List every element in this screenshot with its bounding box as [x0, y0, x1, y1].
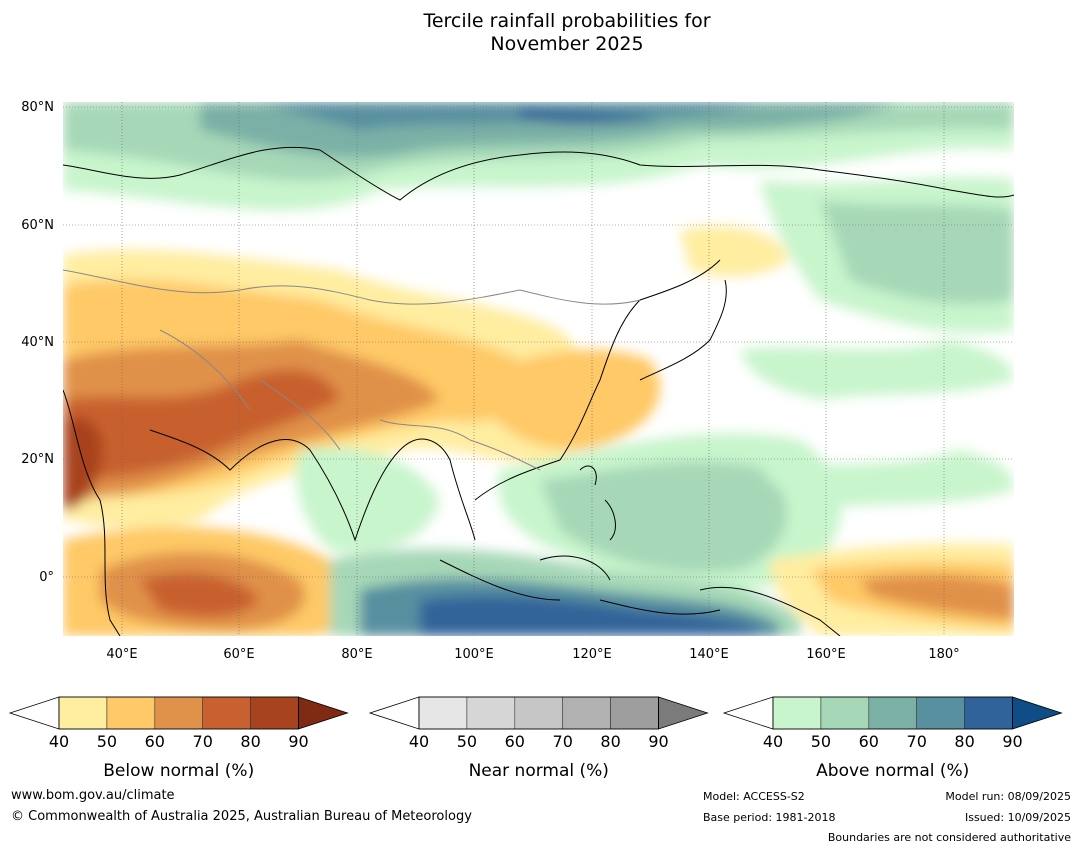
- colorbar-tick-label: 70: [907, 732, 927, 751]
- lon-label: 60°E: [223, 647, 254, 662]
- colorbar-tick-label: 70: [193, 732, 213, 751]
- colorbar-extend-low: [368, 696, 420, 730]
- colorbar-segment: [964, 696, 1013, 730]
- colorbar-segment: [418, 696, 468, 730]
- lon-label: 180°: [928, 647, 959, 662]
- lat-label: 0°: [39, 570, 54, 585]
- colorbar-segment: [562, 696, 611, 730]
- colorbar-segment: [106, 696, 156, 730]
- colorbar-extend-high: [298, 696, 349, 730]
- base-period-text: Base period: 1981-2018: [703, 811, 836, 824]
- lon-label: 80°E: [341, 647, 372, 662]
- colorbar-segment: [772, 696, 822, 730]
- colorbar-segment: [820, 696, 870, 730]
- country-boundaries: [63, 269, 641, 471]
- lon-label: 160°E: [806, 647, 846, 662]
- colorbar-segment: [154, 696, 204, 730]
- colorbar-tick-label: 50: [457, 732, 477, 751]
- colorbar-tick-label: 50: [811, 732, 831, 751]
- colorbar-tick-label: 80: [600, 732, 620, 751]
- model-text: Model: ACCESS-S2: [703, 790, 805, 803]
- colorbar-tick-label: 40: [763, 732, 783, 751]
- colorbar-segment: [514, 696, 563, 730]
- lat-label: 80°N: [21, 100, 54, 115]
- lat-label: 20°N: [21, 452, 54, 467]
- colorbar-segment: [916, 696, 965, 730]
- colorbar-extend-high: [658, 696, 709, 730]
- website-link[interactable]: www.bom.gov.au/climate: [11, 788, 175, 803]
- colorbar-tick-label: 70: [553, 732, 573, 751]
- colorbar-segment: [202, 696, 251, 730]
- lat-label: 60°N: [21, 218, 54, 233]
- colorbar-tick-label: 40: [409, 732, 429, 751]
- colorbar-segment: [250, 696, 299, 730]
- colorbar-extend-low: [722, 696, 774, 730]
- issued-text: Issued: 10/09/2025: [964, 811, 1071, 824]
- lon-label: 120°E: [572, 647, 612, 662]
- colorbar-tick-label: 60: [145, 732, 165, 751]
- colorbar-tick-label: 90: [1002, 732, 1022, 751]
- colorbars: 40 50 60 70 80 90 Below normal (%) 40 50 60 70 80 90…: [8, 696, 1063, 781]
- longitude-labels: 40°E 60°E 80°E 100°E 120°E 140°E 160°E 1…: [106, 647, 959, 662]
- title-line-1: Tercile rainfall probabilities for: [423, 10, 711, 32]
- colorbar-below: 40 50 60 70 80 90 Below normal (%): [8, 696, 349, 781]
- lat-label: 40°N: [21, 335, 54, 350]
- model-run-text: Model run: 08/09/2025: [945, 790, 1071, 803]
- colorbar-near: 40 50 60 70 80 90 Near normal (%): [368, 696, 709, 781]
- colorbar-segment: [466, 696, 516, 730]
- latitude-labels: 80°N 60°N 40°N 20°N 0°: [21, 100, 54, 585]
- colorbar-tick-label: 50: [97, 732, 117, 751]
- chart-title: Tercile rainfall probabilities for Novem…: [0, 10, 1081, 56]
- lon-label: 100°E: [454, 647, 494, 662]
- colorbar-segment: [868, 696, 917, 730]
- colorbar-tick-label: 60: [505, 732, 525, 751]
- colorbar-label: Near normal (%): [469, 761, 609, 781]
- colorbar-tick-label: 90: [288, 732, 308, 751]
- colorbar-segment: [58, 696, 108, 730]
- coastlines: [63, 146, 1014, 636]
- colorbar-above: 40 50 60 70 80 90 Above normal (%): [722, 696, 1063, 781]
- colorbar-extend-high: [1012, 696, 1063, 730]
- lon-label: 140°E: [689, 647, 729, 662]
- colorbar-tick-label: 40: [49, 732, 69, 751]
- disclaimer-text: Boundaries are not considered authoritat…: [827, 831, 1071, 844]
- colorbar-tick-label: 60: [859, 732, 879, 751]
- colorbar-label: Below normal (%): [103, 761, 254, 781]
- colorbar-tick-label: 90: [648, 732, 668, 751]
- title-line-2: November 2025: [490, 33, 644, 55]
- colorbar-tick-label: 80: [240, 732, 260, 751]
- map-panel: [63, 102, 1014, 636]
- colorbar-segment: [610, 696, 659, 730]
- lon-label: 40°E: [106, 647, 137, 662]
- colorbar-label: Above normal (%): [816, 761, 969, 781]
- copyright-text: © Commonwealth of Australia 2025, Austra…: [11, 809, 472, 824]
- graticule: [63, 102, 1014, 636]
- colorbar-tick-label: 80: [954, 732, 974, 751]
- colorbar-extend-low: [8, 696, 60, 730]
